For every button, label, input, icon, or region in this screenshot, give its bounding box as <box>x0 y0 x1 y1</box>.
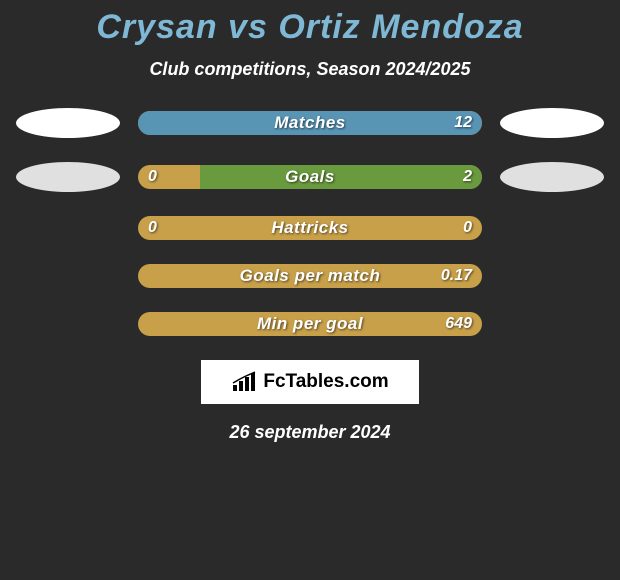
stat-bar: Matches12 <box>138 111 482 135</box>
stat-value-right: 0 <box>453 216 482 240</box>
stat-value-right: 12 <box>444 111 482 135</box>
stat-row: Matches12 <box>0 108 620 138</box>
stat-label: Min per goal <box>138 312 482 336</box>
player-left-marker <box>16 162 120 192</box>
stat-row: Min per goal649 <box>0 312 620 336</box>
stat-value-left: 0 <box>138 216 167 240</box>
subtitle: Club competitions, Season 2024/2025 <box>0 59 620 80</box>
player-left-marker <box>16 108 120 138</box>
stat-value-right: 0.17 <box>431 264 482 288</box>
bar-chart-icon <box>231 371 257 393</box>
stat-label: Matches <box>138 111 482 135</box>
stat-row: Goals0 2 <box>0 162 620 192</box>
stat-row: Goals per match0.17 <box>0 264 620 288</box>
stat-bar: Min per goal649 <box>138 312 482 336</box>
logo-text: FcTables.com <box>263 371 388 393</box>
page-title: Crysan vs Ortiz Mendoza <box>0 8 620 47</box>
stat-value-left: 0 <box>138 165 167 189</box>
stat-label: Hattricks <box>138 216 482 240</box>
stat-label: Goals <box>138 165 482 189</box>
player-right-marker <box>500 108 604 138</box>
date-label: 26 september 2024 <box>0 422 620 443</box>
source-logo[interactable]: FcTables.com <box>201 360 419 404</box>
stat-value-right: 2 <box>453 165 482 189</box>
stat-row: Hattricks0 0 <box>0 216 620 240</box>
stats-list: Matches12Goals02Hattricks00Goals per mat… <box>0 108 620 336</box>
stat-bar: Goals per match0.17 <box>138 264 482 288</box>
player-right-marker <box>500 162 604 192</box>
stat-bar: Hattricks0 0 <box>138 216 482 240</box>
comparison-card: Crysan vs Ortiz Mendoza Club competition… <box>0 0 620 443</box>
stat-bar: Goals0 2 <box>138 165 482 189</box>
stat-value-right: 649 <box>435 312 482 336</box>
